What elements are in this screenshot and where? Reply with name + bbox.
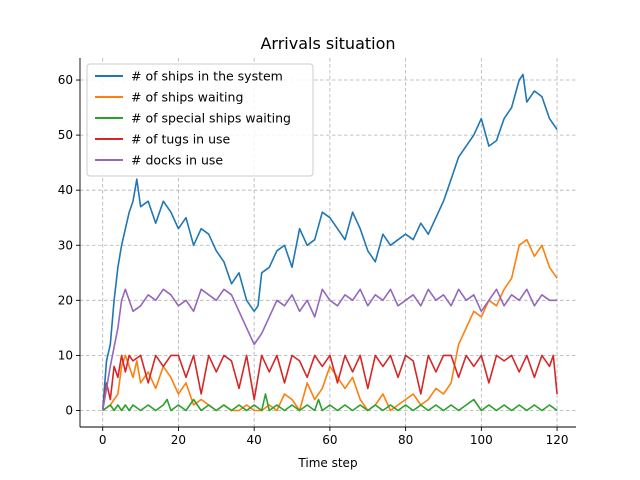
series-line-2 [102, 393, 558, 412]
y-tick-label: 20 [58, 293, 73, 307]
x-tick-label: 80 [398, 433, 413, 447]
series-line-4 [101, 288, 558, 411]
x-tick-label: 40 [247, 433, 262, 447]
legend-label: # of ships in the system [131, 69, 283, 84]
x-ticks: 0 20 40 60 80 100 120 [99, 427, 569, 447]
y-tick-label: 60 [58, 73, 73, 87]
chart-title: Arrivals situation [260, 34, 395, 53]
legend-label: # docks in use [131, 153, 223, 168]
legend-label: # of special ships waiting [131, 111, 291, 126]
legend-label: # of tugs in use [131, 132, 231, 147]
x-tick-label: 100 [470, 433, 493, 447]
x-axis-label: Time step [297, 456, 357, 470]
legend: # of ships in the system # of ships waiti… [86, 63, 314, 177]
series-line-1 [102, 238, 558, 412]
legend-label: # of ships waiting [131, 90, 243, 105]
series-line-3 [101, 354, 558, 411]
y-ticks: 0 10 20 30 40 50 60 [58, 73, 80, 417]
y-tick-label: 50 [58, 128, 73, 142]
legend-box [86, 63, 314, 177]
y-tick-label: 0 [65, 403, 73, 417]
series-layer [101, 73, 558, 412]
x-tick-label: 20 [171, 433, 186, 447]
x-tick-label: 60 [322, 433, 337, 447]
y-tick-label: 10 [58, 348, 73, 362]
y-tick-label: 30 [58, 238, 73, 252]
x-tick-label: 0 [99, 433, 107, 447]
x-tick-label: 120 [546, 433, 569, 447]
y-tick-label: 40 [58, 183, 73, 197]
series-line-0 [101, 73, 558, 411]
